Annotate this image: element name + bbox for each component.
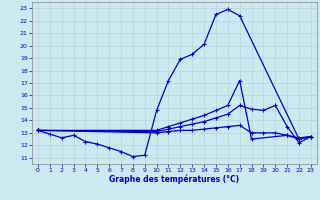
X-axis label: Graphe des températures (°C): Graphe des températures (°C) [109,175,239,184]
